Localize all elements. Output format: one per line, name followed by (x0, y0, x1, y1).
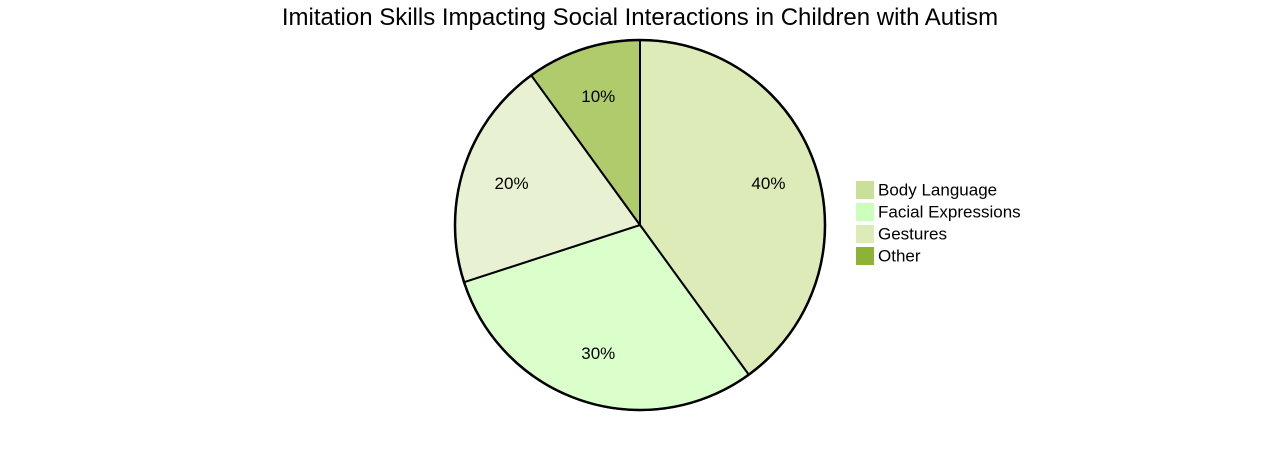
legend-label: Body Language (878, 181, 997, 200)
slice-percent-label: 20% (495, 174, 529, 193)
legend-label: Facial Expressions (878, 203, 1021, 222)
legend-label: Other (878, 247, 921, 266)
legend-label: Gestures (878, 225, 947, 244)
pie-slices (453, 38, 827, 412)
legend: Body Language Facial Expressions Gestures O… (856, 181, 1021, 266)
slice-labels: 40% 30% 20% 10% (495, 87, 786, 363)
slice-percent-label: 30% (581, 344, 615, 363)
chart-title: Imitation Skills Impacting Social Intera… (282, 4, 998, 31)
legend-swatch (856, 203, 874, 221)
legend-swatch (856, 247, 874, 265)
pie-outline (453, 38, 827, 412)
legend-swatch (856, 181, 874, 199)
legend-swatch (856, 225, 874, 243)
slice-percent-label: 40% (751, 174, 785, 193)
slice-percent-label: 10% (581, 87, 615, 106)
